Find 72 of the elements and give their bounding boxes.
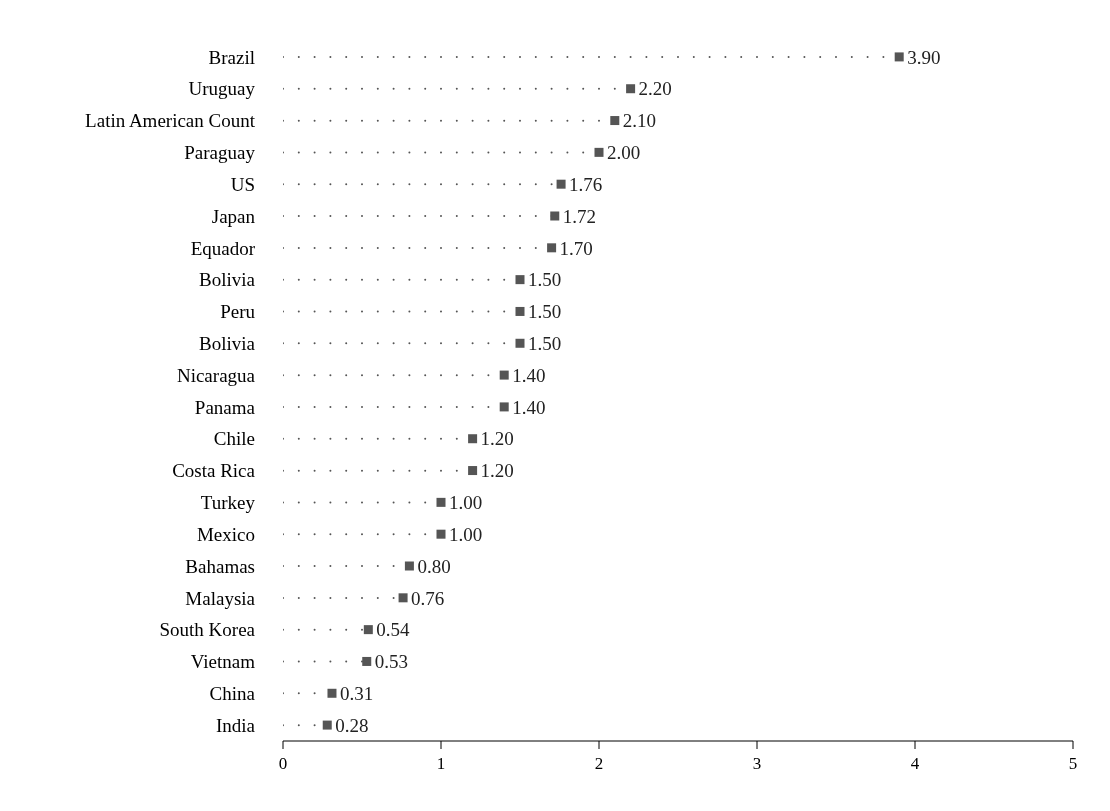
y-tick-label: Bolivia: [199, 333, 256, 355]
point: [515, 275, 525, 285]
point: [404, 561, 414, 571]
y-tick-label: India: [215, 714, 256, 736]
point: [468, 434, 478, 444]
data-label: 1.00: [449, 523, 483, 545]
x-tick-label: 4: [910, 754, 920, 774]
point: [499, 402, 509, 412]
point: [547, 243, 557, 253]
y-tick-label: Bolivia: [199, 269, 256, 291]
data-label: 0.28: [335, 714, 369, 736]
point: [515, 306, 525, 316]
y-tick-label: Japan: [211, 205, 256, 227]
point: [515, 338, 525, 348]
data-label: 2.20: [638, 78, 672, 100]
point: [398, 593, 408, 603]
y-tick-label: Chile: [213, 428, 255, 450]
point: [362, 656, 372, 666]
data-label: 1.50: [528, 301, 562, 323]
y-tick-label: Panama: [194, 396, 256, 418]
y-tick-label: Paraguay: [184, 142, 256, 164]
y-tick-label: Latin American Count: [85, 110, 256, 132]
point: [322, 720, 332, 730]
data-label: 3.90: [907, 46, 941, 68]
data-label: 2.00: [607, 142, 641, 164]
y-tick-label: Equador: [190, 237, 256, 259]
y-tick-label: South Korea: [159, 619, 256, 641]
data-label: 0.80: [417, 555, 451, 577]
data-label: 0.31: [339, 683, 374, 705]
data-label: 1.50: [528, 269, 562, 291]
data-label: 0.76: [411, 587, 445, 609]
point: [436, 529, 446, 539]
data-label: 0.54: [376, 619, 411, 641]
data-label: 1.20: [480, 460, 514, 482]
point: [327, 688, 337, 698]
point: [556, 179, 566, 189]
x-tick-label: 0: [278, 754, 288, 774]
x-tick-label: 5: [1068, 754, 1078, 774]
data-label: 1.76: [569, 173, 603, 195]
point: [594, 147, 604, 157]
x-tick-label: 1: [436, 754, 446, 774]
y-tick-label: Nicaragua: [176, 364, 256, 386]
data-label: 0.53: [374, 651, 408, 673]
data-label: 1.40: [512, 364, 546, 386]
y-tick-label: Uruguay: [188, 78, 256, 100]
point: [363, 625, 373, 635]
data-label: 1.40: [512, 396, 546, 418]
x-tick-label: 2: [594, 754, 604, 774]
y-tick-label: US: [230, 173, 255, 195]
y-tick-label: Mexico: [196, 523, 255, 545]
data-label: 1.70: [559, 237, 593, 259]
y-tick-label: Malaysia: [185, 587, 256, 609]
data-label: 2.10: [622, 110, 657, 132]
y-tick-label: Peru: [220, 301, 256, 323]
point: [499, 370, 509, 380]
point: [468, 466, 478, 476]
data-label: 1.72: [562, 205, 597, 227]
y-tick-label: Costa Rica: [172, 460, 256, 482]
y-tick-label: China: [209, 683, 256, 705]
point: [436, 497, 446, 507]
y-tick-label: Vietnam: [190, 651, 256, 673]
point: [550, 211, 560, 221]
point: [626, 84, 636, 94]
point: [610, 116, 620, 126]
y-tick-label: Turkey: [200, 492, 256, 514]
data-label: 1.20: [480, 428, 514, 450]
x-tick-label: 3: [752, 754, 762, 774]
y-tick-label: Brazil: [208, 46, 255, 68]
data-label: 1.50: [528, 333, 562, 355]
y-tick-label: Bahamas: [185, 555, 255, 577]
point: [894, 52, 904, 62]
data-label: 1.00: [449, 492, 483, 514]
